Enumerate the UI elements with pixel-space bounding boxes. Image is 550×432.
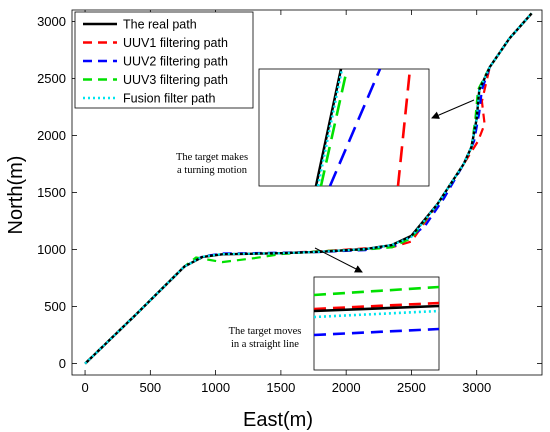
annotation-turning-line-0: The target makes: [176, 152, 248, 163]
legend-label-1: UUV1 filtering path: [123, 36, 228, 50]
y-tick-label: 500: [44, 299, 66, 314]
y-tick-label: 1000: [37, 242, 66, 257]
arrow-to-inset-bottom: [314, 247, 363, 273]
annotation-straight-line-1: in a straight line: [231, 339, 299, 350]
series-line-3: [84, 12, 533, 365]
x-tick-label: 2000: [332, 380, 361, 395]
annotation-straight-line-0: The target moves: [229, 326, 302, 337]
inset-turning-zoom: [258, 68, 430, 187]
x-axis-label: East(m): [243, 409, 313, 431]
ticks-layer: 0 500 1000 1500 2000 2500 3000 0 500 1000 1500 2000…: [37, 10, 542, 395]
x-tick-label: 0: [81, 380, 88, 395]
y-tick-label: 2000: [37, 128, 66, 143]
inset-bottom-line-0: [313, 304, 440, 313]
inset-straight-zoom: [313, 276, 440, 371]
y-tick-label: 1500: [37, 185, 66, 200]
inset-top-line-2: [328, 68, 382, 187]
inset-bottom-line-4: [313, 309, 440, 319]
arrow-to-inset-top: [431, 99, 475, 119]
series-line-4: [84, 12, 533, 365]
x-tick-label: 1000: [201, 380, 230, 395]
inset-top-line-0: [314, 68, 343, 187]
y-axis-label: North(m): [5, 156, 27, 235]
y-tick-label: 3000: [37, 14, 66, 29]
annotations: The target makes a turning motion The targ…: [176, 99, 475, 350]
inset-bottom-line-1: [313, 301, 440, 311]
y-tick-label: 0: [59, 356, 66, 371]
inset-top-line-1: [396, 68, 412, 187]
legend-label-2: UUV2 filtering path: [123, 55, 228, 69]
legend-label-4: Fusion filter path: [123, 92, 215, 106]
x-tick-label: 2500: [397, 380, 426, 395]
inset-bottom-line-3: [313, 285, 440, 297]
legend: The real path UUV1 filtering path UUV2 fil…: [74, 11, 254, 109]
x-tick-label: 3000: [462, 380, 491, 395]
legend-label-0: The real path: [123, 18, 197, 32]
annotation-turning-line-1: a turning motion: [177, 165, 248, 176]
series-layer: [84, 12, 533, 365]
inset-bottom-line-2: [313, 327, 440, 337]
inset-top-box: [258, 68, 430, 187]
y-tick-label: 2500: [37, 71, 66, 86]
x-tick-label: 1500: [266, 380, 295, 395]
legend-label-3: UUV3 filtering path: [123, 73, 228, 87]
inset-top-line-3: [319, 68, 349, 187]
x-tick-label: 500: [139, 380, 161, 395]
